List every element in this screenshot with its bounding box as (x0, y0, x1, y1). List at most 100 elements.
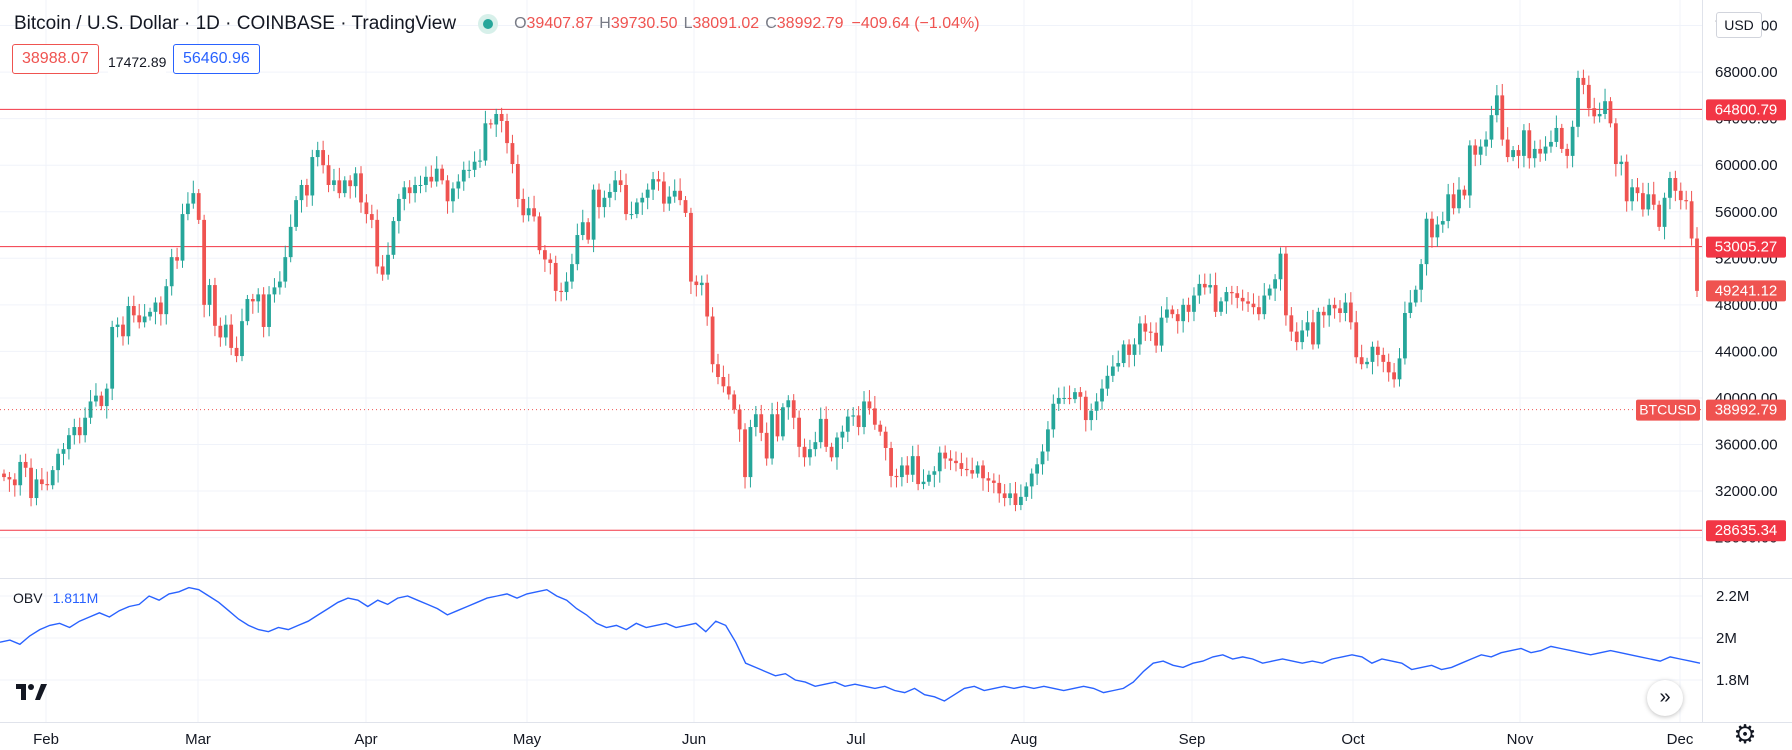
candle-body (294, 200, 298, 227)
candle-body (927, 474, 931, 482)
candle-body (1181, 304, 1186, 322)
candle-body (234, 347, 239, 357)
level-price-label: 53005.27 (1715, 239, 1778, 256)
candle-body (429, 176, 434, 182)
candle-body (1462, 189, 1467, 196)
candle-body (699, 282, 704, 286)
open-label: O (514, 15, 527, 32)
candle-body (1018, 496, 1023, 506)
candle-body (1154, 332, 1158, 346)
candle-body (1375, 346, 1380, 355)
candle-body (391, 221, 396, 255)
candle-body (467, 169, 472, 171)
candle-body (1256, 307, 1261, 315)
candle-body (997, 482, 1002, 494)
candle-body (196, 193, 201, 220)
candle-body (1105, 375, 1110, 389)
candle-body (413, 184, 417, 194)
candle-body (1635, 187, 1640, 194)
candle-body (521, 198, 526, 216)
candle-body (1289, 315, 1294, 332)
candle-body (1430, 218, 1434, 238)
candle-body (1608, 101, 1613, 124)
candle-body (56, 453, 60, 471)
candle-body (878, 424, 883, 432)
candle-body (142, 316, 147, 323)
candle-body (1273, 279, 1277, 289)
candle-body (451, 188, 455, 202)
candle-body (564, 281, 569, 293)
candle-body (461, 169, 466, 182)
candle-body (1684, 200, 1689, 202)
buy-price-button[interactable]: 56460.96 (173, 44, 260, 74)
candle-body (883, 431, 888, 448)
candle-body (153, 302, 158, 312)
candle-body (50, 470, 55, 486)
candle-body (1170, 309, 1175, 315)
candle-body (186, 203, 190, 215)
candle-body (570, 264, 574, 282)
scroll-to-realtime-icon[interactable]: » (1647, 680, 1683, 716)
candle-body (1619, 161, 1624, 165)
candle-body (602, 197, 607, 208)
candle-body (88, 401, 93, 418)
time-tick-label: Jul (846, 731, 865, 748)
candle-body (667, 196, 672, 204)
candle-body (1576, 77, 1580, 127)
symbol-title[interactable]: Bitcoin / U.S. Dollar · 1D · COINBASE · … (14, 13, 457, 34)
candle-body (932, 471, 937, 475)
candle-body (824, 418, 829, 447)
gear-icon[interactable]: ⚙ (1733, 719, 1757, 749)
candle-body (721, 377, 726, 387)
candle-body (94, 395, 98, 402)
level-price-label: 28635.34 (1715, 522, 1778, 539)
candle-body (1219, 301, 1223, 312)
candle-body (67, 435, 71, 450)
candle-body (1321, 311, 1326, 316)
tradingview-logo-icon[interactable] (14, 680, 50, 708)
candle-body (1051, 403, 1056, 430)
candle-body (99, 395, 104, 407)
candle-body (256, 294, 261, 302)
candle-body (1370, 346, 1375, 362)
candle-body (267, 294, 271, 327)
candle-body (710, 316, 715, 365)
obv-name[interactable]: OBV (13, 590, 43, 606)
sell-price-button[interactable]: 38988.07 (12, 44, 99, 74)
candle-body (1516, 150, 1521, 156)
candle-body (948, 458, 953, 461)
candle-body (1046, 429, 1050, 452)
candle-body (77, 427, 82, 436)
candle-body (299, 184, 304, 201)
candle-body (110, 326, 115, 389)
candle-body (921, 481, 926, 485)
candle-body (229, 324, 234, 348)
candle-body (434, 168, 439, 182)
candle-body (1165, 309, 1169, 318)
price-tag-label: 38992.79 (1715, 402, 1778, 419)
price-tick-label: 32000.00 (1715, 483, 1778, 500)
symbol-legend: Bitcoin / U.S. Dollar · 1D · COINBASE · … (14, 13, 980, 35)
candle-body (1294, 331, 1299, 343)
candle-body (61, 449, 66, 454)
candle-body (402, 187, 407, 199)
candle-body (18, 461, 23, 486)
candle-body (326, 165, 331, 185)
candle-body (1689, 201, 1694, 239)
candle-body (943, 452, 948, 459)
candle-body (1343, 302, 1348, 313)
candle-body (1278, 253, 1283, 280)
currency-selector[interactable]: USD (1716, 12, 1762, 38)
candle-body (1668, 178, 1672, 198)
candle-body (607, 191, 612, 198)
candle-body (862, 401, 866, 428)
candle-body (131, 306, 136, 316)
candle-body (624, 184, 628, 215)
candle-body (1646, 194, 1651, 210)
chart-grid (0, 0, 1792, 723)
candle-body (1008, 493, 1012, 499)
candle-body (959, 463, 964, 469)
candle-body (407, 187, 412, 194)
candle-body (499, 113, 504, 121)
